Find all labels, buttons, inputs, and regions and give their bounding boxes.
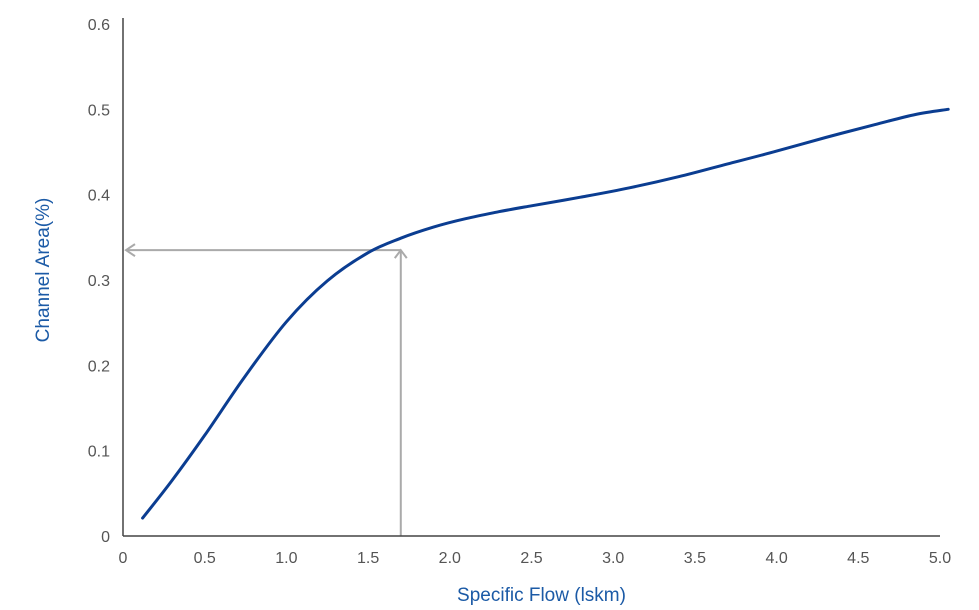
horizontal-guide-arrowhead bbox=[124, 243, 136, 257]
y-tick-label: 0.1 bbox=[88, 444, 110, 461]
x-tick-label: 0.5 bbox=[194, 550, 216, 567]
x-axis-title: Specific Flow (lskm) bbox=[457, 585, 626, 606]
axes bbox=[122, 18, 940, 537]
x-tick-label: 1.5 bbox=[357, 550, 379, 567]
x-tick-label: 3.5 bbox=[684, 550, 706, 567]
x-tick-label: 3.0 bbox=[602, 550, 624, 567]
x-tick-label: 4.0 bbox=[765, 550, 787, 567]
x-tick-label: 2.5 bbox=[520, 550, 542, 567]
y-axis-title: Channel Area(%) bbox=[33, 198, 54, 343]
y-tick-label: 0.6 bbox=[88, 17, 110, 34]
guide-lines bbox=[124, 243, 408, 536]
x-tick-label: 2.0 bbox=[439, 550, 461, 567]
y-tick-labels: 0 0.1 0.2 0.3 0.4 0.5 0.6 bbox=[88, 17, 110, 546]
x-tick-label: 1.0 bbox=[275, 550, 297, 567]
x-tick-labels: 0 0.5 1.0 1.5 2.0 2.5 3.0 3.5 4.0 4.5 5.0 bbox=[119, 550, 952, 567]
series-line bbox=[141, 107, 950, 520]
x-tick-label: 4.5 bbox=[847, 550, 869, 567]
y-tick-label: 0.2 bbox=[88, 358, 110, 375]
x-tick-label: 5.0 bbox=[929, 550, 951, 567]
x-tick-label: 0 bbox=[119, 550, 128, 567]
y-tick-label: 0.5 bbox=[88, 102, 110, 119]
y-tick-label: 0.3 bbox=[88, 273, 110, 290]
y-tick-label: 0.4 bbox=[88, 188, 110, 205]
series-group bbox=[141, 107, 950, 520]
y-tick-label: 0 bbox=[101, 529, 110, 546]
